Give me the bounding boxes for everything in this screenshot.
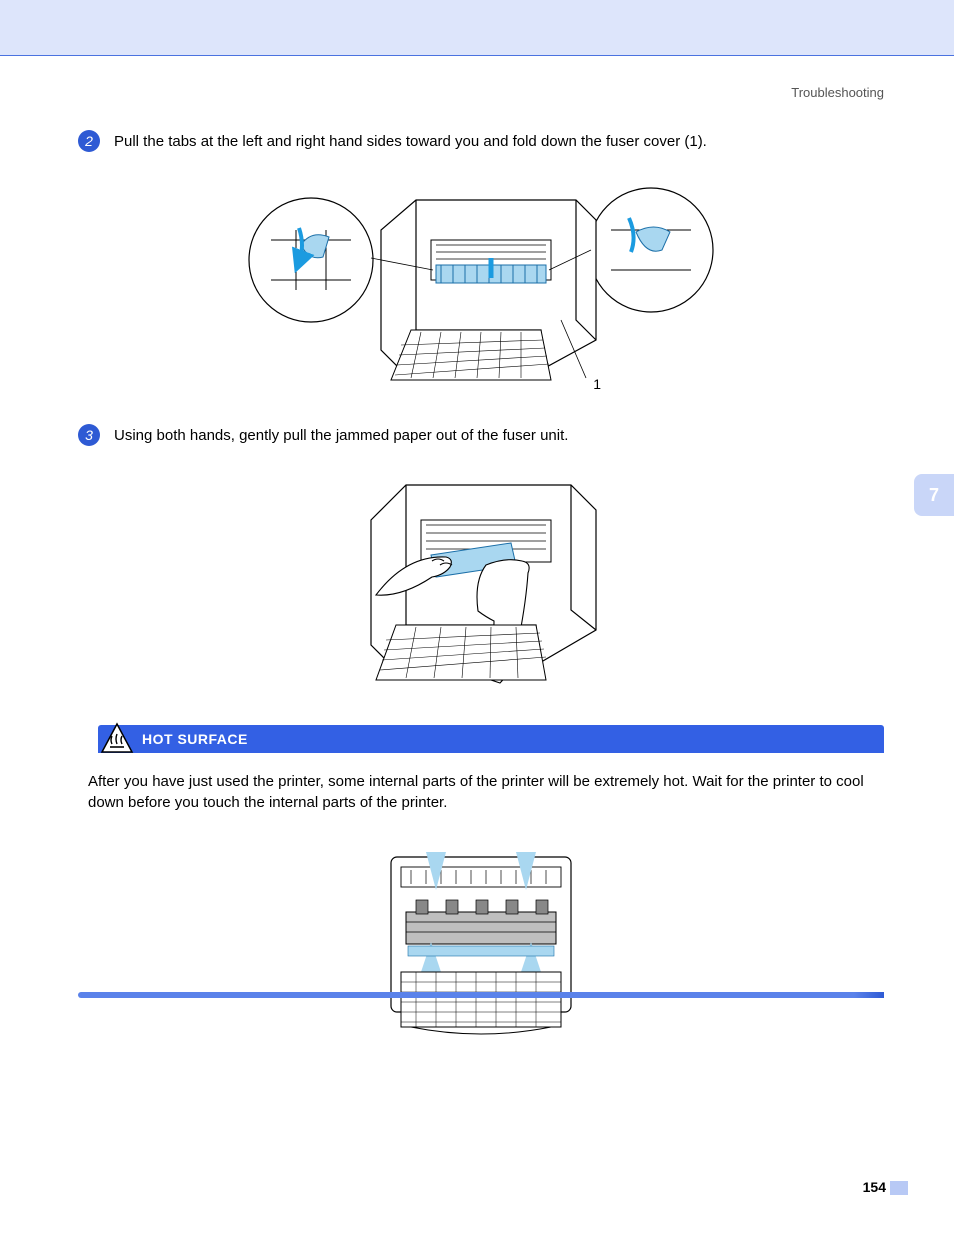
section-bottom-rule — [78, 992, 884, 998]
page-number: 154 — [863, 1179, 886, 1195]
step-2: 2 Pull the tabs at the left and right ha… — [78, 130, 884, 152]
step-text: Using both hands, gently pull the jammed… — [114, 424, 568, 446]
warning-title: HOT SURFACE — [142, 731, 248, 747]
page-content: 2 Pull the tabs at the left and right ha… — [78, 130, 884, 1066]
step-bullet: 3 — [78, 424, 100, 446]
step-text: Pull the tabs at the left and right hand… — [114, 130, 707, 152]
figure-pull-paper — [78, 465, 884, 695]
step-bullet: 2 — [78, 130, 100, 152]
step-3: 3 Using both hands, gently pull the jamm… — [78, 424, 884, 446]
chapter-tab: 7 — [914, 474, 954, 516]
warning-body-text: After you have just used the printer, so… — [78, 753, 884, 825]
figure-callout-1: 1 — [593, 376, 601, 392]
printer-illustration-2 — [336, 465, 626, 695]
printer-illustration-1 — [241, 170, 721, 400]
figure-fuser-tabs: 1 — [78, 170, 884, 400]
section-header: Troubleshooting — [791, 85, 884, 100]
printer-illustration-3 — [366, 842, 596, 1042]
hot-surface-icon — [100, 722, 134, 756]
warning-header: HOT SURFACE — [98, 725, 884, 753]
page-top-banner — [0, 0, 954, 56]
figure-hot-zones — [78, 842, 884, 1042]
page-number-accent — [890, 1181, 908, 1195]
